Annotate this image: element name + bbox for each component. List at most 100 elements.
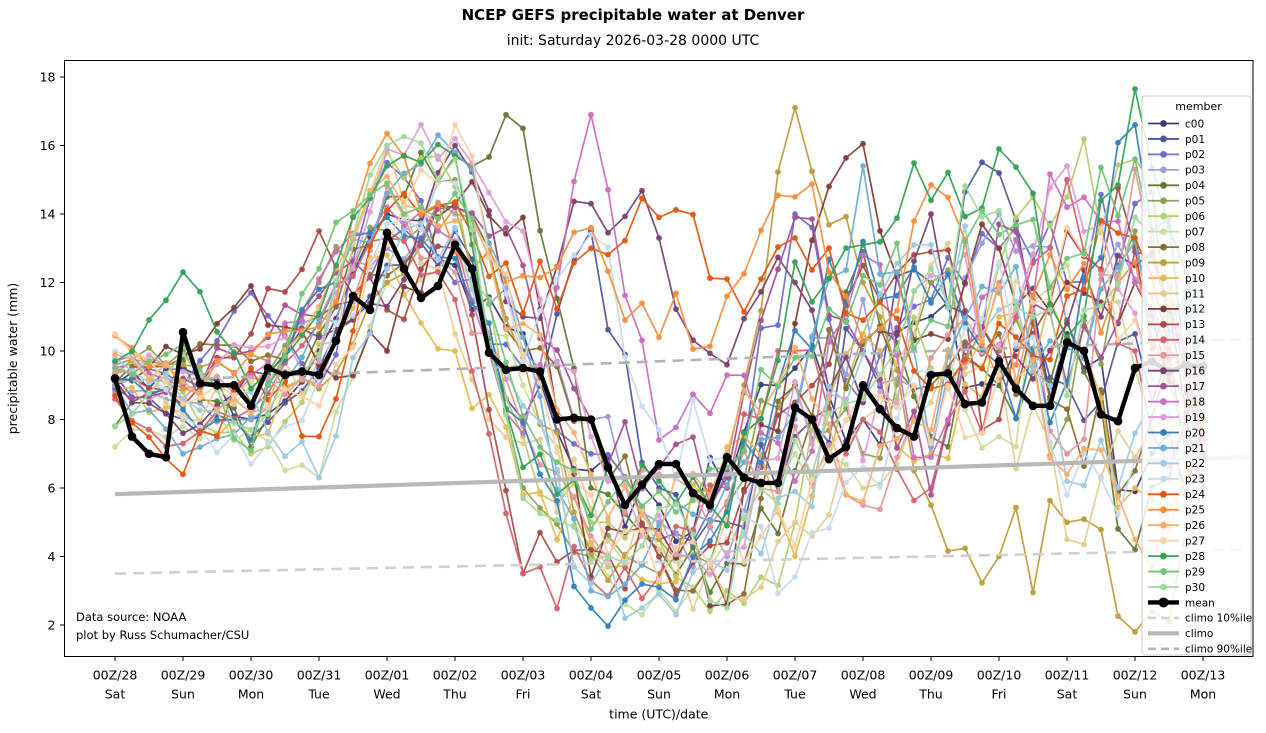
member-marker-p20 <box>758 460 764 466</box>
member-marker-p26 <box>180 378 186 385</box>
member-marker-p14 <box>350 273 356 280</box>
x-tick-label-time: 00Z/07 <box>773 668 818 683</box>
member-marker-p04 <box>1115 526 1121 532</box>
member-marker-c00 <box>979 381 985 387</box>
member-marker-p24 <box>367 243 373 250</box>
legend-marker-sample <box>1160 305 1167 313</box>
member-marker-p21 <box>588 587 594 594</box>
x-tick-label-time: 00Z/01 <box>365 668 410 683</box>
member-marker-p14 <box>1064 176 1070 183</box>
member-marker-p15 <box>588 533 594 539</box>
member-marker-p02 <box>197 357 203 364</box>
member-marker-p09 <box>605 577 611 584</box>
member-marker-p16 <box>792 279 798 286</box>
member-marker-p27 <box>299 393 305 400</box>
legend-marker-sample <box>1160 568 1167 575</box>
member-marker-p08 <box>826 326 832 333</box>
member-marker-p30 <box>248 426 254 433</box>
member-marker-p26 <box>1115 493 1121 500</box>
y-tick-label: 10 <box>40 344 56 359</box>
member-marker-p22 <box>928 241 934 248</box>
legend-entry-climo-90-ile: climo 90%ile <box>1148 644 1252 656</box>
member-marker-p22 <box>639 605 645 611</box>
member-marker-p24 <box>299 433 305 439</box>
member-marker-p25 <box>537 274 543 281</box>
member-marker-p30 <box>1115 280 1121 287</box>
member-marker-p17 <box>928 491 934 498</box>
member-marker-p30 <box>758 486 764 492</box>
member-marker-p27 <box>1030 299 1036 306</box>
member-marker-p17 <box>554 347 560 353</box>
member-marker-p10 <box>639 576 645 583</box>
member-marker-p23 <box>826 525 832 532</box>
member-marker-p28 <box>163 297 169 304</box>
member-marker-p14 <box>418 272 424 278</box>
legend-label: climo <box>1185 628 1213 640</box>
member-marker-p20 <box>180 406 186 413</box>
member-marker-p15 <box>1081 436 1087 443</box>
member-marker-p14 <box>877 429 883 435</box>
member-marker-p27 <box>928 440 934 447</box>
member-marker-p28 <box>741 430 747 436</box>
mean-marker <box>943 369 953 378</box>
legend-entry-p05: p05 <box>1148 196 1205 208</box>
member-marker-p26 <box>656 533 662 539</box>
member-marker-p20 <box>588 605 594 611</box>
member-marker-p24 <box>384 207 390 214</box>
member-marker-p30 <box>894 346 900 352</box>
member-marker-p20 <box>690 554 696 560</box>
member-marker-p27 <box>231 392 237 399</box>
member-marker-p29 <box>163 351 169 358</box>
member-marker-p07 <box>197 435 203 442</box>
member-marker-p22 <box>350 354 356 361</box>
member-marker-p22 <box>911 241 917 248</box>
member-marker-p21 <box>401 170 407 177</box>
member-marker-p29 <box>435 215 441 222</box>
mean-marker <box>841 442 851 452</box>
member-marker-p22 <box>809 503 815 510</box>
member-marker-p27 <box>350 344 356 351</box>
member-marker-p21 <box>316 317 322 324</box>
member-marker-p13 <box>656 553 662 560</box>
member-marker-p24 <box>333 396 339 402</box>
member-marker-p29 <box>588 526 594 532</box>
member-marker-p18 <box>792 478 798 485</box>
member-marker-p28 <box>350 214 356 221</box>
member-marker-p21 <box>877 271 883 277</box>
member-marker-p16 <box>571 198 577 205</box>
member-marker-p23 <box>809 529 815 536</box>
x-tick-label-time: 00Z/11 <box>1045 668 1090 683</box>
member-marker-p07 <box>299 462 305 468</box>
x-tick-label-time: 00Z/12 <box>1113 668 1158 683</box>
member-marker-p07 <box>860 485 866 491</box>
member-marker-p21 <box>894 269 900 275</box>
member-marker-p17 <box>877 376 883 383</box>
member-marker-p13 <box>809 382 815 389</box>
legend-entry-p24: p24 <box>1148 489 1205 501</box>
member-marker-p25 <box>758 227 764 234</box>
member-marker-p01 <box>282 400 288 406</box>
member-marker-p25 <box>588 224 594 231</box>
member-marker-p28 <box>1030 190 1036 197</box>
member-marker-p22 <box>554 466 560 473</box>
legend-marker-sample <box>1160 181 1167 189</box>
member-marker-p18 <box>707 410 713 417</box>
legend-label: p23 <box>1185 474 1205 486</box>
member-marker-p29 <box>996 231 1002 238</box>
x-tick-label-time: 00Z/31 <box>297 668 342 683</box>
member-marker-p26 <box>588 471 594 478</box>
member-marker-p09 <box>962 545 968 552</box>
member-marker-p26 <box>911 418 917 425</box>
member-marker-p27 <box>588 491 594 498</box>
member-marker-p12 <box>928 331 934 337</box>
member-marker-p13 <box>741 488 747 495</box>
legend-label: p02 <box>1185 149 1205 161</box>
member-marker-p24 <box>962 356 968 362</box>
member-marker-p11 <box>945 240 951 247</box>
member-marker-p09 <box>843 213 849 220</box>
member-marker-p30 <box>418 140 424 146</box>
mean-marker <box>144 449 154 459</box>
member-marker-p23 <box>639 403 645 410</box>
member-marker-p16 <box>724 361 730 368</box>
x-tick-label-time: 00Z/28 <box>93 668 138 683</box>
